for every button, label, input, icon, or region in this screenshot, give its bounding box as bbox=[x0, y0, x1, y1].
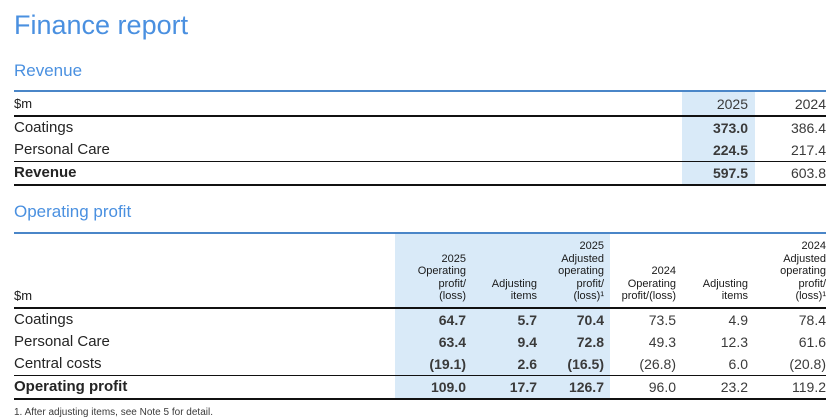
operating-profit-header-row: $m 2025 Operating profit/ (loss) Adjusti… bbox=[14, 233, 826, 308]
row-label: Revenue bbox=[14, 164, 77, 181]
column-header-2025-adjusting-items: Adjusting items bbox=[472, 233, 543, 308]
row-label: Personal Care bbox=[14, 141, 110, 158]
table-row: Coatings 64.7 5.7 70.4 73.5 4.9 78.4 bbox=[14, 307, 826, 331]
row-label: Coatings bbox=[14, 310, 74, 328]
column-header-2024-operating-profit: 2024 Operating profit/(loss) bbox=[621, 265, 676, 302]
revenue-unit-label: $m bbox=[14, 96, 33, 111]
cell-value: 6.0 bbox=[728, 355, 748, 372]
cell-value: 49.3 bbox=[648, 333, 676, 350]
page-title: Finance report bbox=[14, 10, 189, 40]
cell-value: 61.6 bbox=[798, 333, 826, 350]
table-row-total: Revenue 597.5 603.8 bbox=[14, 161, 826, 185]
revenue-header-row: $m 2025 2024 bbox=[14, 91, 826, 116]
table-row: Coatings 373.0 386.4 bbox=[14, 116, 826, 139]
revenue-heading: Revenue bbox=[14, 61, 83, 80]
revenue-section: Revenue $m 2025 2024 Coatings 373.0 386.… bbox=[14, 61, 826, 186]
cell-2024-value: 603.8 bbox=[790, 165, 826, 181]
cell-value: 109.0 bbox=[395, 375, 472, 399]
cell-value: 96.0 bbox=[648, 378, 676, 395]
column-header-2024-adjusting-items: Adjusting items bbox=[702, 277, 748, 303]
cell-value: 119.2 bbox=[792, 378, 826, 395]
cell-value: 70.4 bbox=[543, 307, 610, 331]
cell-value: 9.4 bbox=[472, 330, 543, 353]
operating-profit-heading: Operating profit bbox=[14, 202, 132, 221]
cell-value: 78.4 bbox=[798, 311, 826, 328]
cell-2025-value: 373.0 bbox=[682, 116, 755, 139]
row-label: Operating profit bbox=[14, 377, 128, 395]
table-row: Central costs (19.1) 2.6 (16.5) (26.8) 6… bbox=[14, 352, 826, 375]
cell-value: 4.9 bbox=[728, 311, 748, 328]
cell-value: (19.1) bbox=[395, 352, 472, 375]
operating-profit-unit-label: $m bbox=[14, 287, 33, 303]
column-header-2024-adjusted-operating-profit: 2024 Adjusted operating profit/ (loss)¹ bbox=[780, 240, 826, 302]
operating-profit-table: $m 2025 Operating profit/ (loss) Adjusti… bbox=[14, 232, 826, 400]
column-header-2025-adjusted-operating-profit: 2025 Adjusted operating profit/ (loss)¹ bbox=[543, 233, 610, 308]
cell-value: (20.8) bbox=[789, 355, 826, 372]
cell-value: 63.4 bbox=[395, 330, 472, 353]
revenue-column-header-2024: 2024 bbox=[794, 96, 826, 112]
cell-value: 73.5 bbox=[648, 311, 676, 328]
cell-value: 17.7 bbox=[472, 375, 543, 399]
footnote: 1. After adjusting items, see Note 5 for… bbox=[14, 406, 213, 418]
row-label: Coatings bbox=[14, 119, 74, 136]
cell-2024-value: 217.4 bbox=[790, 142, 826, 158]
cell-value: 64.7 bbox=[395, 307, 472, 331]
cell-value: 5.7 bbox=[472, 307, 543, 331]
cell-value: (16.5) bbox=[543, 352, 610, 375]
cell-value: 23.2 bbox=[720, 378, 748, 395]
table-row: Personal Care 63.4 9.4 72.8 49.3 12.3 61… bbox=[14, 330, 826, 353]
row-label: Personal Care bbox=[14, 332, 110, 350]
column-header-2025-operating-profit: 2025 Operating profit/ (loss) bbox=[395, 233, 472, 308]
cell-value: 12.3 bbox=[720, 333, 748, 350]
cell-value: 2.6 bbox=[472, 352, 543, 375]
cell-2025-value: 597.5 bbox=[682, 161, 755, 185]
cell-value: 126.7 bbox=[543, 375, 610, 399]
revenue-column-header-2025: 2025 bbox=[682, 91, 755, 116]
table-row: Personal Care 224.5 217.4 bbox=[14, 139, 826, 162]
operating-profit-section: Operating profit $m 2025 Operating profi… bbox=[14, 202, 826, 400]
cell-2025-value: 224.5 bbox=[682, 139, 755, 162]
cell-value: 72.8 bbox=[543, 330, 610, 353]
cell-value: (26.8) bbox=[639, 355, 676, 372]
revenue-table: $m 2025 2024 Coatings 373.0 386.4 Person… bbox=[14, 90, 826, 186]
row-label: Central costs bbox=[14, 354, 102, 372]
cell-2024-value: 386.4 bbox=[790, 120, 826, 136]
table-row-total: Operating profit 109.0 17.7 126.7 96.0 2… bbox=[14, 375, 826, 399]
